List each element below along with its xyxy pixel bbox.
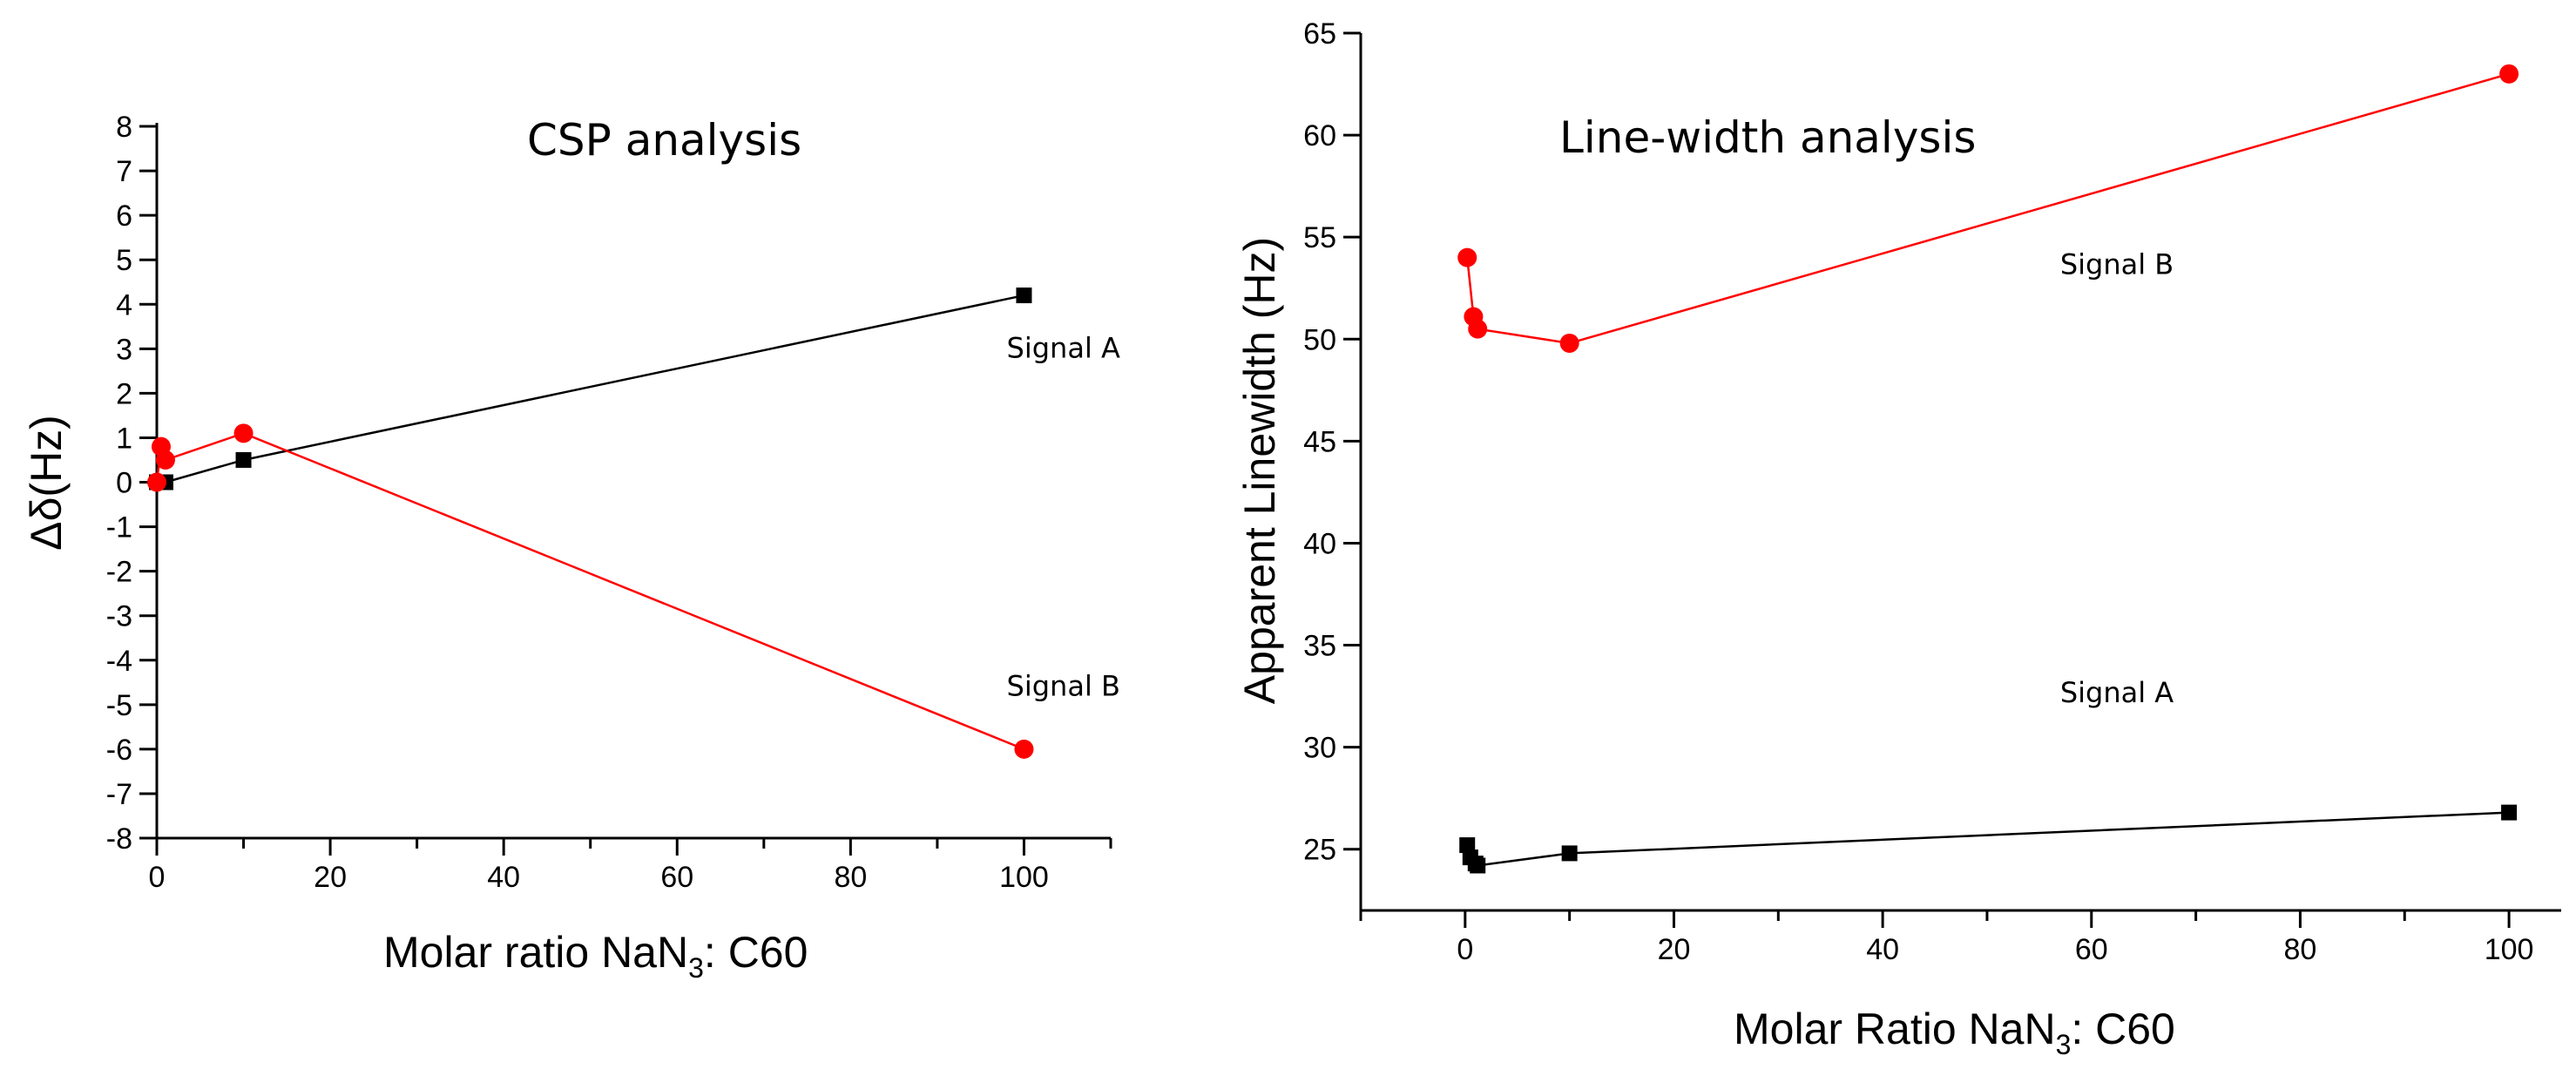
y-tick-label: 5: [116, 244, 132, 277]
y-tick-label: -6: [106, 734, 132, 767]
data-point-square: [1561, 845, 1578, 862]
y-tick-label: 25: [1303, 834, 1336, 867]
x-tick-label: 80: [2284, 933, 2317, 966]
data-point-circle: [1457, 247, 1477, 267]
y-axis-label: Δδ(Hz): [22, 415, 71, 551]
y-tick-label: 60: [1303, 119, 1336, 152]
y-tick-label: -7: [106, 778, 132, 811]
chart-title: CSP analysis: [527, 115, 801, 166]
data-point-square: [1459, 837, 1476, 854]
x-tick-label: 20: [314, 861, 347, 894]
data-point-square: [235, 451, 252, 468]
y-tick-label: 3: [116, 333, 132, 366]
data-point-square: [1016, 288, 1032, 304]
y-tick-label: 30: [1303, 732, 1336, 765]
x-axis-label: Molar Ratio NaN3: C60: [1734, 1005, 2175, 1060]
y-tick-label: 2: [116, 377, 132, 410]
x-tick-label: 0: [1457, 933, 1473, 966]
chart-2: 25 30 35 40 45 50 55 60 65 0 20 40 60 80 100 Line-width…: [1235, 17, 2561, 1060]
x-axis-label: Molar ratio NaN3: C60: [383, 928, 808, 984]
x-tick-label: 0: [149, 861, 166, 894]
x-tick-label: 60: [660, 861, 693, 894]
series-line-signal-b: [155, 431, 1024, 751]
y-axis-label: Apparent Linewidth (Hz): [1235, 237, 1284, 704]
data-point-circle: [147, 472, 166, 492]
y-tick-label: 50: [1303, 323, 1336, 356]
chart-1: 8 7 6 5 4 3 2 1 0 -1 -2 -3 -4 -5 -6 -7 -8 0 20 40 60 80 100 CSP…: [22, 111, 1120, 984]
y-tick-label: 6: [116, 200, 132, 233]
y-tick-label: -2: [106, 556, 132, 589]
data-point-square: [2501, 804, 2518, 821]
y-tick-label: -5: [106, 689, 132, 722]
x-tick-label: 40: [487, 861, 520, 894]
data-point-circle: [2499, 64, 2519, 84]
y-tick-label: -8: [106, 822, 132, 856]
x-tick-label: 40: [1866, 933, 1899, 966]
y-tick-label: 8: [116, 111, 132, 144]
y-tick-label: 55: [1303, 221, 1336, 254]
series-line-signal-a: [157, 294, 1024, 484]
data-point-circle: [233, 423, 254, 443]
data-point-circle: [1468, 319, 1488, 339]
y-tick-label: 65: [1303, 17, 1336, 51]
x-tick-label: 80: [834, 861, 867, 894]
x-tick-label: 60: [2075, 933, 2108, 966]
series-annotation: Signal A: [2060, 676, 2174, 709]
y-tick-label: 4: [116, 288, 132, 321]
data-point-circle: [155, 450, 175, 470]
x-tick-label: 100: [999, 861, 1049, 894]
data-point-circle: [1014, 739, 1034, 759]
y-tick-label: 45: [1303, 425, 1336, 458]
data-point-circle: [1559, 333, 1579, 353]
y-tick-label: 1: [116, 422, 132, 455]
x-tick-label: 20: [1658, 933, 1691, 966]
series-annotation: Signal B: [1007, 670, 1120, 703]
y-tick-label: 0: [116, 467, 132, 500]
y-tick-label: 35: [1303, 630, 1336, 663]
series-annotation: Signal A: [1007, 332, 1120, 365]
y-tick-label: -1: [106, 511, 132, 545]
y-tick-label: -3: [106, 600, 132, 633]
data-point-square: [1470, 857, 1486, 874]
chart-title: Line-width analysis: [1559, 112, 1976, 163]
x-tick-label: 100: [2485, 933, 2534, 966]
series-annotation: Signal B: [2060, 247, 2174, 281]
y-tick-label: 7: [116, 155, 132, 188]
series-line-signal-a: [1466, 811, 2510, 867]
y-tick-label: -4: [106, 645, 132, 678]
y-tick-label: 40: [1303, 527, 1336, 560]
